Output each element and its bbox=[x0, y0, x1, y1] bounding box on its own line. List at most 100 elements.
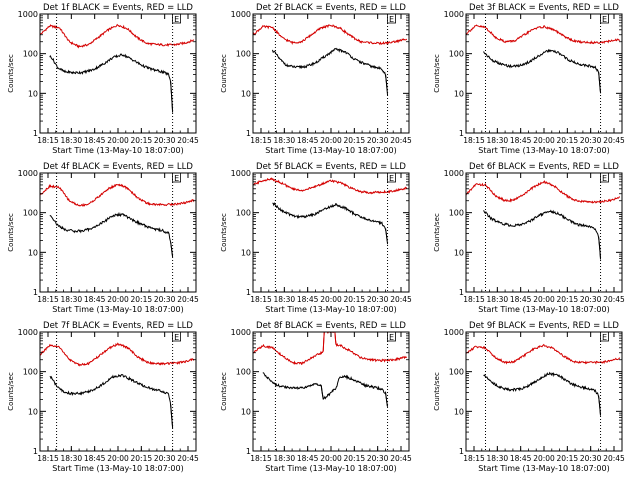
y-tick-label: 100 bbox=[449, 209, 464, 218]
x-tick-label: 18:30 bbox=[487, 295, 509, 304]
x-tick-label: 18:45 bbox=[297, 295, 319, 304]
events-series-jump bbox=[385, 74, 389, 96]
x-axis-label: Start Time (13-May-10 18:07:00) bbox=[478, 305, 609, 314]
detector-panel-5: Det 5f BLACK = Events, RED = LLD E 1 10 100 1… bbox=[220, 162, 412, 314]
x-tick-label: 18:30 bbox=[274, 295, 296, 304]
events-series-line bbox=[483, 48, 601, 93]
x-tick-label: 20:45 bbox=[177, 136, 199, 145]
y-tick-label: 100 bbox=[449, 50, 464, 59]
x-tick-label: 20:45 bbox=[177, 454, 199, 463]
x-tick-label: 20:45 bbox=[390, 295, 412, 304]
x-tick-label: 20:30 bbox=[580, 295, 602, 304]
x-tick-label: 20:30 bbox=[367, 136, 389, 145]
y-tick-label: 10 bbox=[28, 407, 38, 416]
panel-title: Det 9f BLACK = Events, RED = LLD bbox=[469, 321, 619, 331]
x-tick-label: 20:30 bbox=[154, 295, 176, 304]
x-tick-label: 20:30 bbox=[367, 295, 389, 304]
panel-title: Det 6f BLACK = Events, RED = LLD bbox=[469, 162, 619, 172]
y-axis-label: Counts/sec bbox=[220, 54, 228, 93]
lld-series-line bbox=[253, 332, 408, 366]
y-tick-label: 10 bbox=[241, 248, 251, 257]
y-tick-label: 1 bbox=[459, 129, 464, 138]
y-tick-label: 100 bbox=[236, 50, 251, 59]
x-axis-label: Start Time (13-May-10 18:07:00) bbox=[52, 464, 183, 473]
x-tick-label: 18:15 bbox=[37, 454, 59, 463]
y-tick-label: 1000 bbox=[231, 10, 251, 19]
events-series-line bbox=[262, 372, 388, 407]
x-tick-label: 20:30 bbox=[580, 136, 602, 145]
detector-panel-7: Det 7f BLACK = Events, RED = LLD E 1 10 100 1… bbox=[7, 321, 199, 473]
y-tick-label: 1000 bbox=[231, 328, 251, 337]
x-tick-label: 20:00 bbox=[533, 136, 555, 145]
x-tick-label: 20:15 bbox=[131, 454, 153, 463]
x-tick-label: 20:00 bbox=[533, 454, 555, 463]
x-tick-label: 20:00 bbox=[107, 454, 129, 463]
x-tick-label: 18:15 bbox=[250, 295, 272, 304]
y-tick-label: 1000 bbox=[18, 10, 38, 19]
x-tick-label: 20:00 bbox=[320, 295, 342, 304]
x-tick-label: 18:30 bbox=[487, 454, 509, 463]
x-tick-label: 18:15 bbox=[463, 454, 485, 463]
y-tick-label: 10 bbox=[28, 89, 38, 98]
panel-title: Det 2f BLACK = Events, RED = LLD bbox=[256, 3, 406, 13]
panel-title: Det 8f BLACK = Events, RED = LLD bbox=[256, 321, 406, 331]
events-series-line bbox=[272, 202, 388, 242]
panel-title: Det 5f BLACK = Events, RED = LLD bbox=[256, 162, 406, 172]
y-tick-label: 1 bbox=[33, 447, 38, 456]
x-tick-label: 20:45 bbox=[177, 295, 199, 304]
x-tick-label: 20:00 bbox=[533, 295, 555, 304]
x-tick-label: 18:45 bbox=[297, 454, 319, 463]
x-tick-label: 20:30 bbox=[154, 136, 176, 145]
y-tick-label: 1 bbox=[459, 288, 464, 297]
detector-panel-9: Det 9f BLACK = Events, RED = LLD E 1 10 100 1… bbox=[433, 321, 625, 473]
y-tick-label: 1 bbox=[33, 129, 38, 138]
y-axis-label: Counts/sec bbox=[7, 372, 15, 411]
x-axis-label: Start Time (13-May-10 18:07:00) bbox=[265, 146, 396, 155]
lld-series-line bbox=[466, 24, 621, 45]
detector-panel-6: Det 6f BLACK = Events, RED = LLD E 1 10 100 1… bbox=[433, 162, 625, 314]
x-tick-label: 20:00 bbox=[107, 136, 129, 145]
y-axis-label: Counts/sec bbox=[433, 213, 441, 252]
y-tick-label: 1 bbox=[246, 288, 251, 297]
flag-label: E bbox=[602, 333, 607, 342]
x-tick-label: 18:30 bbox=[274, 136, 296, 145]
x-tick-label: 18:45 bbox=[297, 136, 319, 145]
detector-panel-3: Det 3f BLACK = Events, RED = LLD E 1 10 100 1… bbox=[433, 3, 625, 155]
x-tick-label: 18:45 bbox=[510, 136, 532, 145]
events-series-line bbox=[272, 47, 388, 91]
x-tick-label: 18:30 bbox=[61, 454, 83, 463]
lld-series-jump bbox=[322, 332, 325, 352]
x-tick-label: 20:45 bbox=[603, 454, 625, 463]
x-tick-label: 18:45 bbox=[84, 454, 106, 463]
detector-panel-1: Det 1f BLACK = Events, RED = LLD E 1 10 100 1… bbox=[7, 3, 199, 155]
x-tick-label: 20:15 bbox=[131, 136, 153, 145]
events-series-jump bbox=[385, 228, 389, 245]
x-tick-label: 18:45 bbox=[84, 136, 106, 145]
x-tick-label: 18:15 bbox=[250, 454, 272, 463]
flag-label: E bbox=[602, 174, 607, 183]
panel-title: Det 7f BLACK = Events, RED = LLD bbox=[43, 321, 193, 331]
x-tick-label: 20:15 bbox=[131, 295, 153, 304]
x-axis-label: Start Time (13-May-10 18:07:00) bbox=[52, 305, 183, 314]
flag-label: E bbox=[389, 174, 394, 183]
y-axis-label: Counts/sec bbox=[433, 54, 441, 93]
x-tick-label: 20:30 bbox=[367, 454, 389, 463]
x-tick-label: 20:45 bbox=[603, 136, 625, 145]
plot-frame bbox=[465, 331, 623, 452]
x-axis-label: Start Time (13-May-10 18:07:00) bbox=[265, 305, 396, 314]
x-tick-label: 18:30 bbox=[274, 454, 296, 463]
lld-series-jump bbox=[334, 332, 337, 345]
x-tick-label: 18:30 bbox=[487, 136, 509, 145]
events-series-jump bbox=[598, 395, 602, 416]
x-axis-label: Start Time (13-May-10 18:07:00) bbox=[52, 146, 183, 155]
x-axis-label: Start Time (13-May-10 18:07:00) bbox=[478, 464, 609, 473]
y-tick-label: 100 bbox=[449, 368, 464, 377]
events-series-line bbox=[49, 373, 174, 429]
panel-title: Det 3f BLACK = Events, RED = LLD bbox=[469, 3, 619, 13]
x-tick-label: 20:30 bbox=[154, 454, 176, 463]
y-tick-label: 1000 bbox=[444, 328, 464, 337]
y-axis-label: Counts/sec bbox=[220, 213, 228, 252]
lld-series-line bbox=[253, 177, 408, 195]
y-tick-label: 10 bbox=[454, 248, 464, 257]
